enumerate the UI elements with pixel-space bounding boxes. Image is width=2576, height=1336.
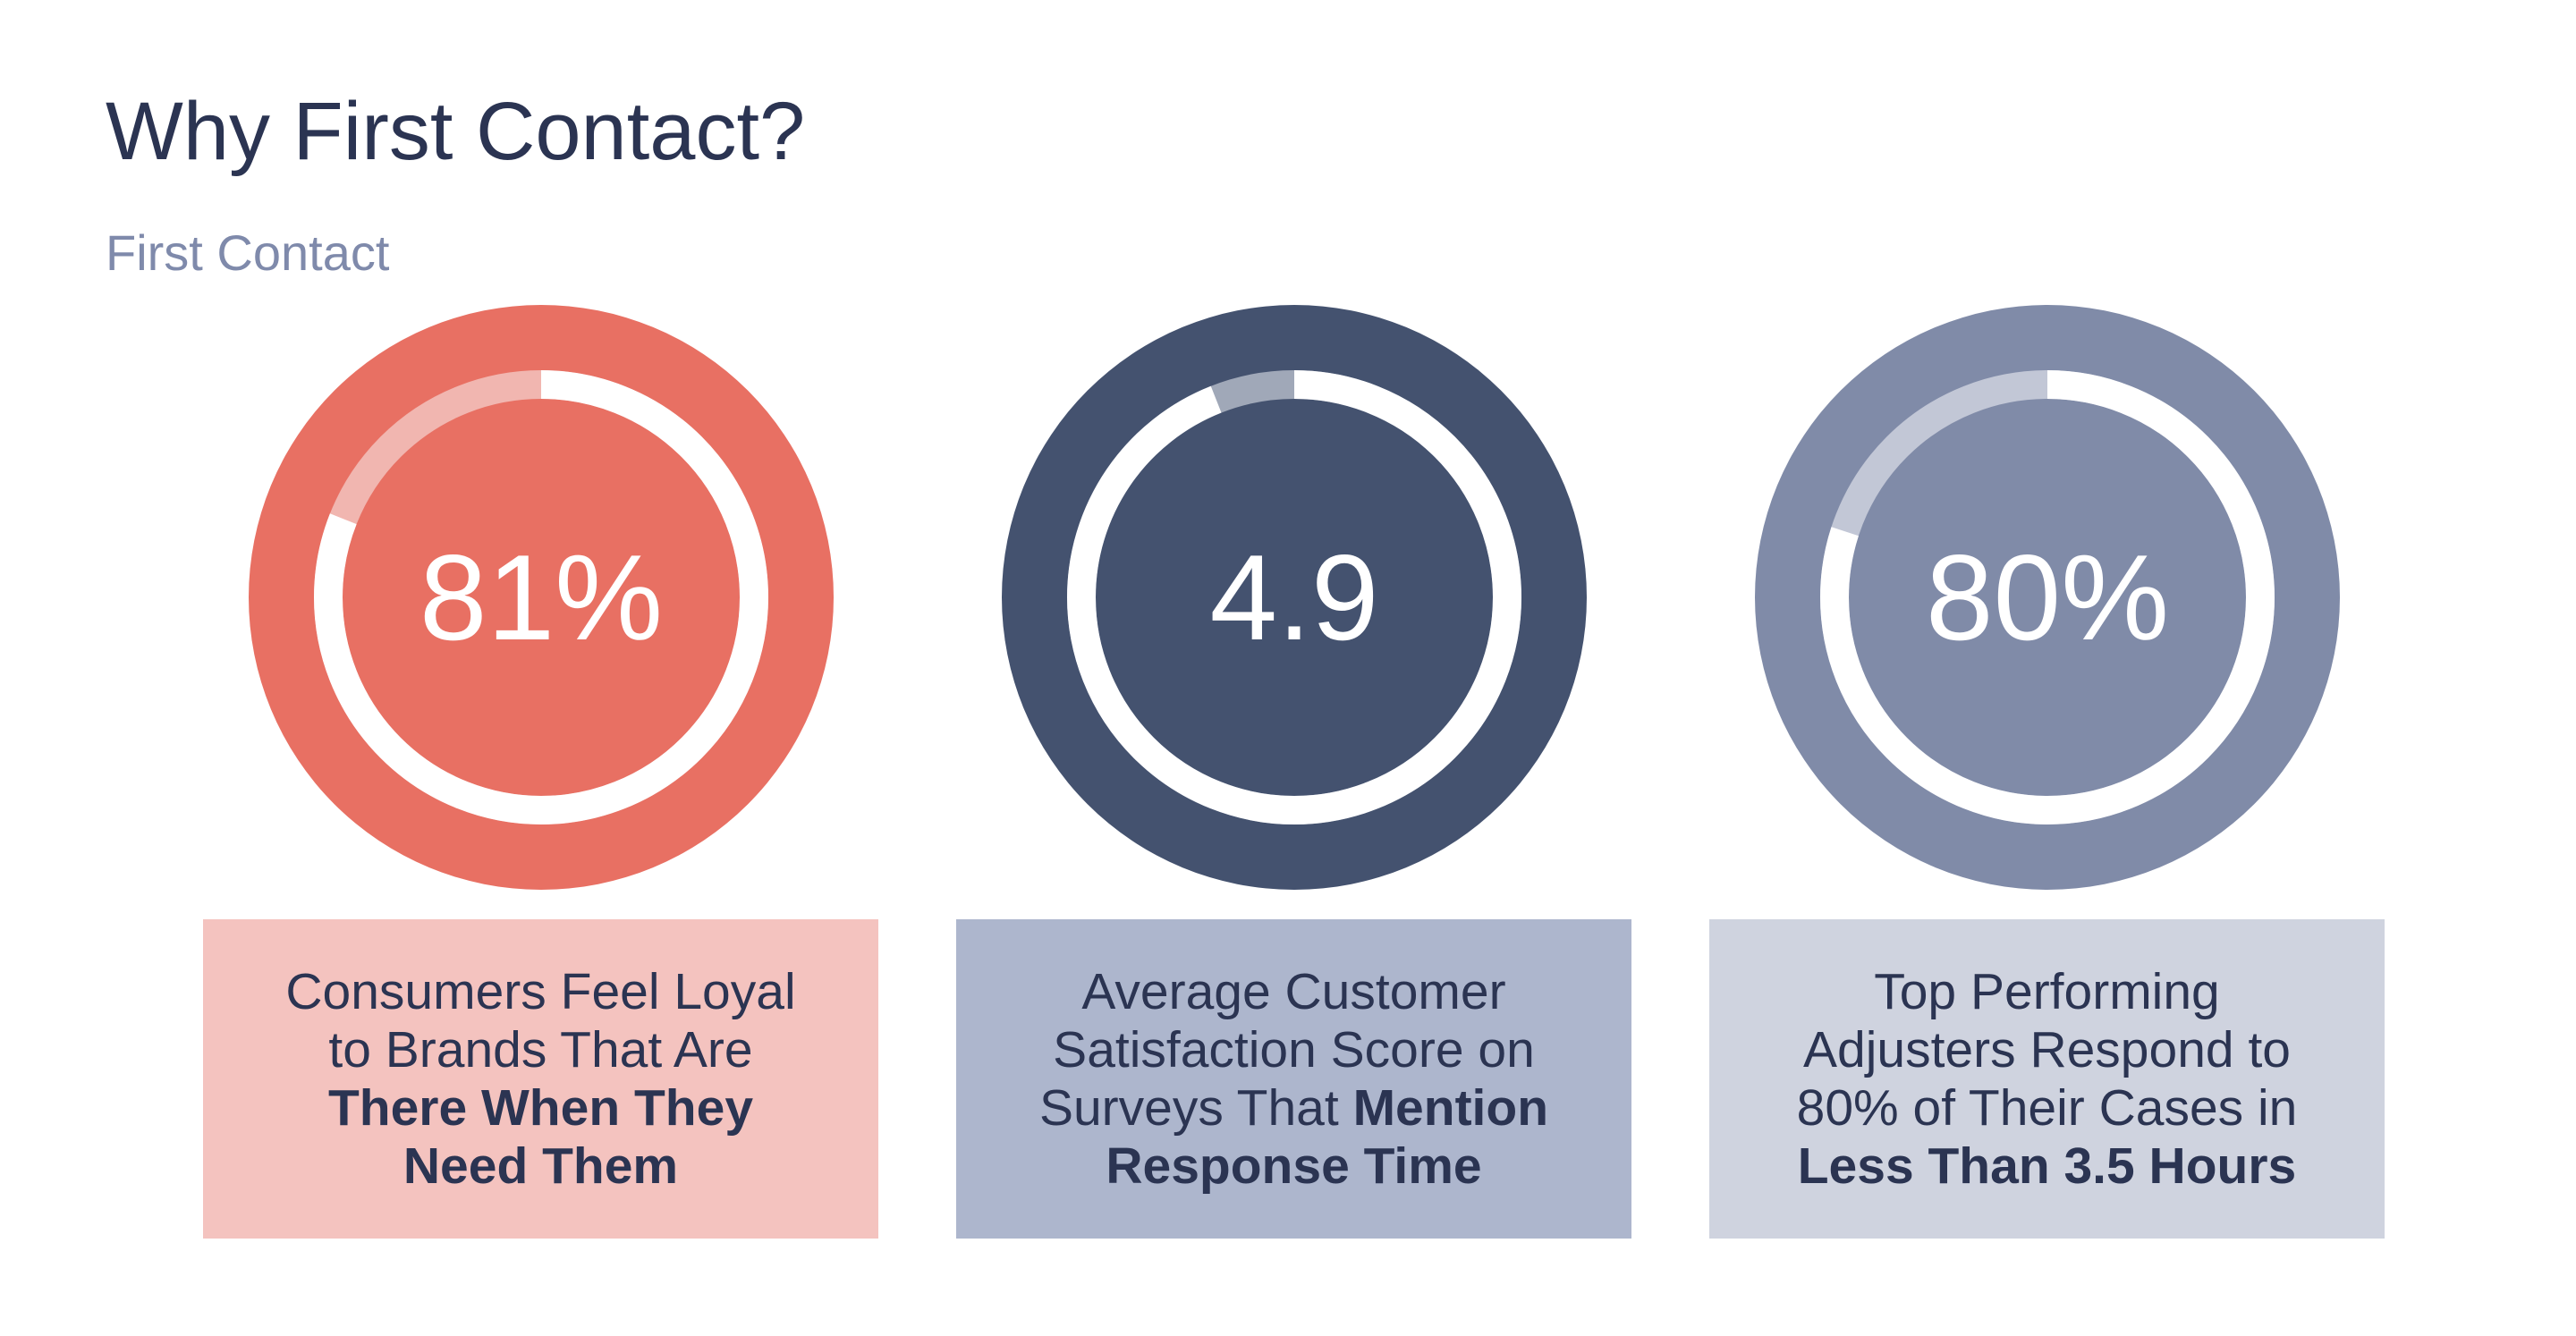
- caption-bold-line: Less Than 3.5 Hours: [1797, 1137, 2297, 1195]
- gauge-progress-arc: [1067, 370, 1521, 824]
- caption-bold-text: Mention: [1352, 1078, 1549, 1137]
- stat-value: 81%: [419, 529, 664, 665]
- caption-bold-line: Need Them: [402, 1137, 679, 1195]
- gauge-ring: [1002, 305, 1587, 890]
- caption-bold-line: Response Time: [1106, 1137, 1482, 1195]
- caption-line: 80% of Their Cases in: [1796, 1078, 2298, 1137]
- caption-line: Adjusters Respond to: [1803, 1020, 2291, 1078]
- stat-caption-loyalty: Consumers Feel Loyal to Brands That Are …: [203, 919, 878, 1239]
- gauge-ring: [249, 305, 834, 890]
- stat-value: 80%: [1925, 529, 2170, 665]
- gauge-progress-arc: [314, 370, 768, 824]
- caption-line: Top Performing: [1874, 962, 2220, 1020]
- caption-line: Surveys That Mention: [1039, 1079, 1548, 1137]
- stat-gauge-satisfaction: 4.9: [1002, 305, 1587, 890]
- stat-caption-satisfaction: Average Customer Satisfaction Score on S…: [956, 919, 1631, 1239]
- caption-line: Average Customer: [1081, 962, 1506, 1020]
- stat-gauge-loyalty: 81%: [249, 305, 834, 890]
- page-title: Why First Contact?: [106, 86, 806, 177]
- caption-line: Consumers Feel Loyal: [285, 962, 796, 1020]
- stat-caption-response: Top Performing Adjusters Respond to 80% …: [1709, 919, 2385, 1239]
- page-subtitle: First Contact: [106, 224, 390, 281]
- caption-line: Satisfaction Score on: [1053, 1020, 1535, 1078]
- stat-value: 4.9: [1209, 529, 1379, 665]
- stat-gauge-response: 80%: [1755, 305, 2340, 890]
- caption-text: Surveys That: [1038, 1078, 1353, 1137]
- caption-bold-line: There When They: [327, 1078, 754, 1137]
- gauge-ring: [1755, 305, 2340, 890]
- caption-line: to Brands That Are: [328, 1020, 753, 1078]
- gauge-progress-arc: [1820, 370, 2275, 824]
